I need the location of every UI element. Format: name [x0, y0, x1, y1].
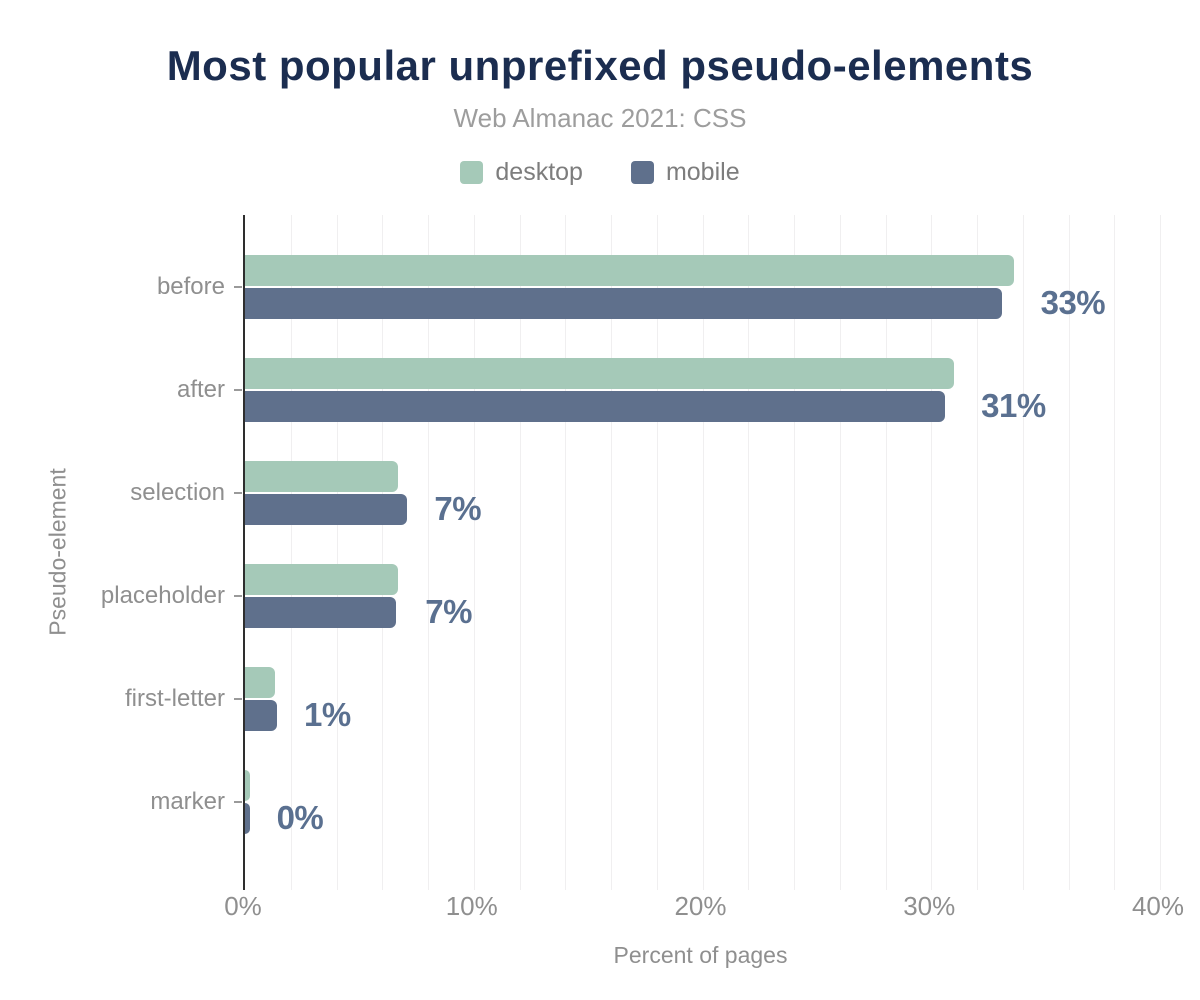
- value-label: 7%: [425, 593, 472, 630]
- category-label: selection: [130, 479, 225, 506]
- desktop-bar: [245, 358, 955, 389]
- legend: desktop mobile: [0, 158, 1200, 187]
- desktop-bar: [245, 667, 275, 698]
- x-tick-label: 20%: [674, 891, 727, 921]
- gridline: [519, 215, 521, 890]
- mobile-bar: [245, 288, 1003, 319]
- x-tick-label: 30%: [903, 891, 956, 921]
- bar-row: placeholder 7%: [101, 564, 1160, 667]
- chart-title: Most popular unprefixed pseudo-elements: [166, 42, 1034, 89]
- gridline: [611, 215, 612, 890]
- gridline: [1114, 215, 1116, 890]
- desktop-bar: [245, 255, 1014, 286]
- mobile-bar: [245, 494, 408, 525]
- y-axis-tick: [234, 286, 242, 288]
- gridline: [977, 215, 978, 890]
- mobile-bar: [245, 803, 250, 834]
- legend-label-desktop: desktop: [495, 158, 583, 186]
- y-axis-tick: [234, 698, 242, 700]
- legend-label-mobile: mobile: [665, 158, 740, 186]
- gridline: [748, 215, 750, 890]
- category-label: marker: [150, 788, 225, 815]
- y-axis-tick: [234, 801, 242, 803]
- gridline: [931, 215, 933, 890]
- gridline: [290, 215, 292, 890]
- bar-row: selection 7%: [130, 461, 1160, 564]
- plot-area: before 33% after 31% selection 7% placeh…: [101, 215, 1161, 890]
- gridline: [473, 215, 475, 890]
- chart-subtitle: Web Almanac 2021: CSS: [453, 103, 747, 133]
- x-tick-label: 10%: [445, 891, 498, 921]
- gridline: [565, 215, 567, 890]
- x-axis-ticks: 0% 10% 20% 30% 40%: [224, 891, 1184, 921]
- legend-item-desktop[interactable]: desktop: [460, 158, 583, 187]
- mobile-bar: [245, 391, 945, 422]
- x-tick-label: 40%: [1131, 891, 1185, 921]
- bar-row: before 33%: [157, 255, 1160, 358]
- desktop-bar: [245, 564, 399, 595]
- category-label: after: [176, 376, 225, 403]
- gridline: [702, 215, 704, 890]
- y-axis-tick: [234, 595, 242, 597]
- gridline: [382, 215, 384, 890]
- gridline: [1022, 215, 1024, 890]
- y-axis-tick: [234, 389, 242, 391]
- value-label: 0%: [276, 799, 324, 836]
- desktop-bar: [245, 770, 250, 801]
- bar-row: marker 0%: [150, 770, 1160, 873]
- category-label: first-letter: [124, 685, 225, 712]
- mobile-swatch-icon: [630, 161, 654, 184]
- gridline: [839, 215, 841, 890]
- desktop-bar: [245, 461, 399, 492]
- gridline: [336, 215, 338, 890]
- gridline: [1068, 215, 1070, 890]
- gridline: [885, 215, 887, 890]
- mobile-bar: [245, 597, 396, 628]
- mobile-bar: [245, 700, 278, 731]
- legend-item-mobile[interactable]: mobile: [630, 158, 740, 187]
- value-label: 33%: [1040, 284, 1106, 321]
- desktop-swatch-icon: [460, 161, 484, 184]
- category-label: placeholder: [100, 582, 225, 609]
- bar-rows: before 33% after 31% selection 7% placeh…: [101, 215, 1160, 890]
- value-label: 7%: [434, 490, 482, 527]
- gridline: [794, 215, 795, 890]
- value-label: 1%: [304, 696, 351, 733]
- bar-row: first-letter 1%: [125, 667, 1160, 770]
- value-label: 31%: [981, 387, 1046, 424]
- gridline: [428, 215, 429, 890]
- y-axis-title: Pseudo-element: [44, 468, 71, 636]
- bar-row: after 31%: [177, 358, 1160, 461]
- gridline: [1160, 215, 1161, 890]
- gridline: [656, 215, 658, 890]
- x-axis-title: Percent of pages: [613, 942, 788, 968]
- x-tick-label: 0%: [224, 891, 262, 921]
- category-label: before: [156, 273, 225, 300]
- y-axis-tick: [234, 492, 242, 494]
